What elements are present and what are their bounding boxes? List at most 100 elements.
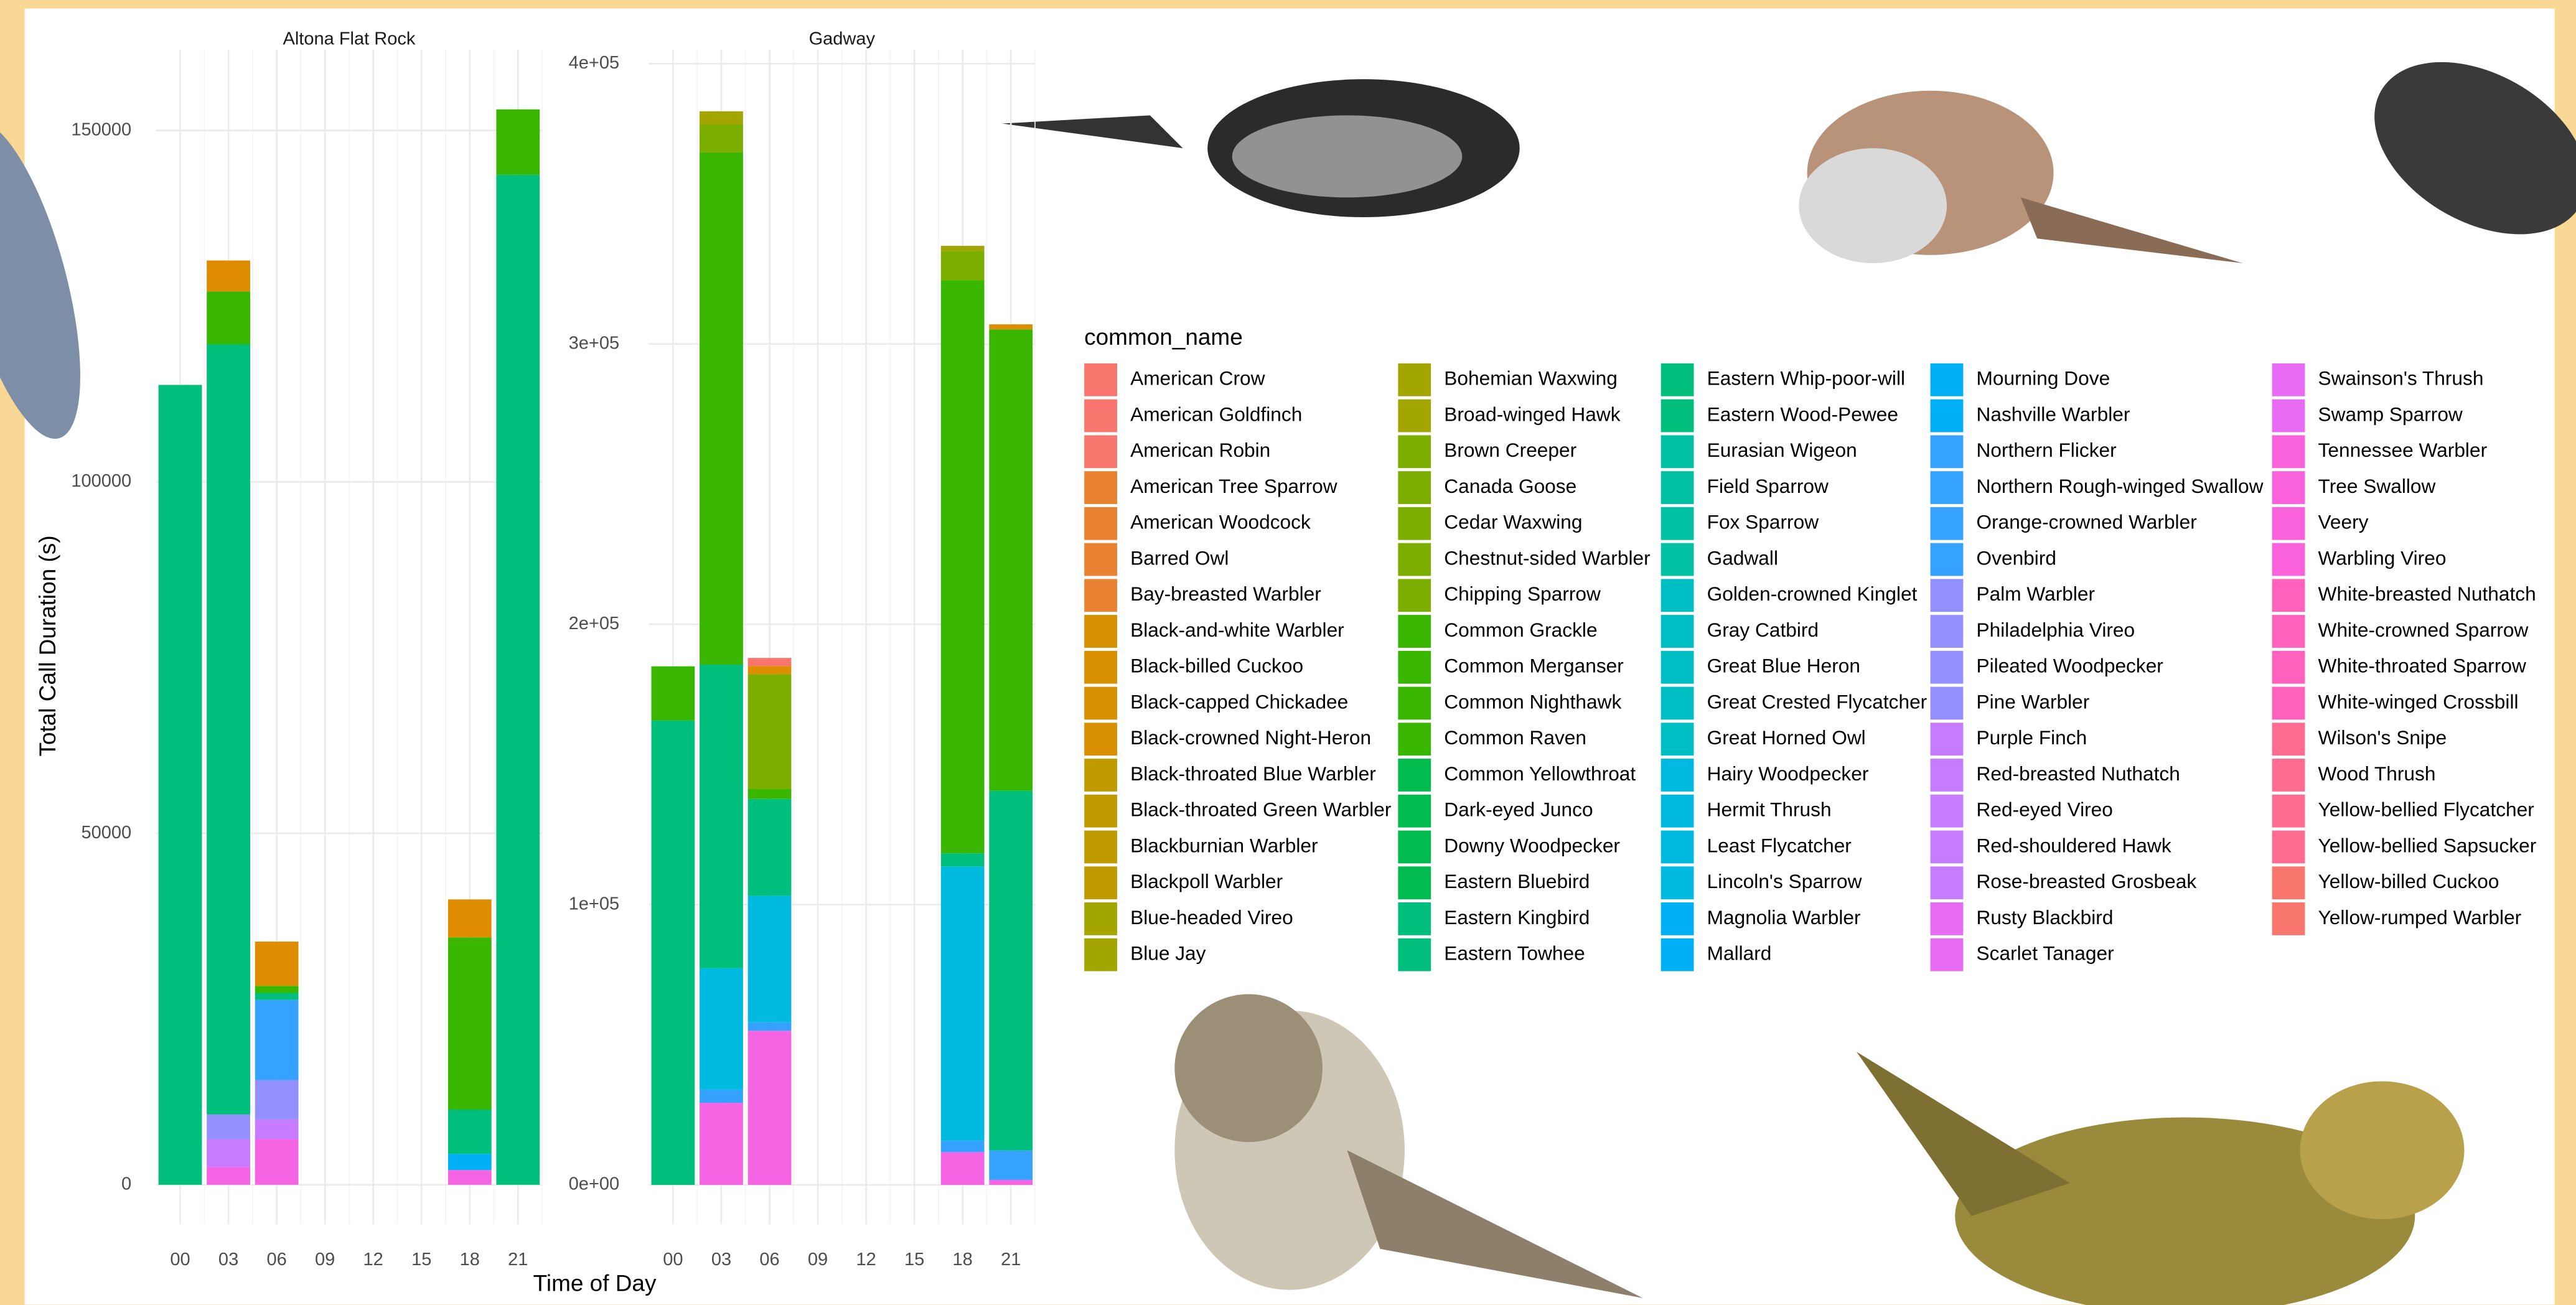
legend-label: American Robin <box>1130 439 1270 461</box>
legend-key <box>1398 902 1431 935</box>
legend-key <box>1661 471 1694 504</box>
bird <box>1174 994 1323 1143</box>
legend-label: Wood Thrush <box>2318 762 2436 785</box>
legend-label: Golden-crowned Kinglet <box>1707 582 1918 605</box>
legend-key <box>1661 543 1694 576</box>
legend-label: Blue-headed Vireo <box>1130 906 1293 928</box>
bar-segment <box>941 251 985 280</box>
legend-key <box>1931 831 1964 864</box>
legend-label: Black-crowned Night-Heron <box>1130 726 1371 749</box>
legend-key <box>1084 543 1117 576</box>
legend-label: Yellow-billed Cuckoo <box>2318 870 2499 892</box>
legend-key <box>1398 400 1431 433</box>
legend-key <box>2272 866 2305 899</box>
legend-key <box>1661 687 1694 720</box>
legend-label: Canada Goose <box>1444 475 1576 497</box>
legend-key <box>2272 759 2305 792</box>
legend-label: Chipping Sparrow <box>1444 582 1601 605</box>
bar-segment <box>700 111 743 124</box>
legend-label: Hermit Thrush <box>1707 798 1832 821</box>
y-tick-label: 2e+05 <box>569 614 620 634</box>
legend-label: Blue Jay <box>1130 942 1206 965</box>
legend-label: American Crow <box>1130 367 1265 390</box>
legend-key <box>1084 866 1117 899</box>
legend-key <box>1084 400 1117 433</box>
bar-segment <box>989 329 1033 790</box>
legend-key <box>1931 615 1964 648</box>
legend-key <box>2272 687 2305 720</box>
x-tick-label: 15 <box>411 1250 431 1270</box>
legend-key <box>1398 471 1431 504</box>
legend-label: White-throated Sparrow <box>2318 655 2526 677</box>
legend-key <box>2272 579 2305 612</box>
legend-key <box>2272 795 2305 828</box>
bar-segment <box>941 853 985 866</box>
legend-key <box>1661 435 1694 468</box>
legend-label: Eastern Towhee <box>1444 942 1585 965</box>
legend-label: Broad-winged Hawk <box>1444 403 1620 425</box>
legend-label: Northern Flicker <box>1977 439 2117 461</box>
legend-key <box>1931 759 1964 792</box>
bar-segment <box>941 1152 985 1185</box>
y-tick-label: 100000 <box>71 471 131 491</box>
legend-label: Eastern Kingbird <box>1444 906 1590 928</box>
legend-key <box>1398 938 1431 971</box>
legend-key <box>1084 795 1117 828</box>
y-tick-label: 1e+05 <box>569 894 620 914</box>
bar-segment <box>207 291 250 344</box>
legend-key <box>1661 902 1694 935</box>
legend-key <box>2272 507 2305 540</box>
bird <box>1232 115 1463 197</box>
legend-key <box>1398 831 1431 864</box>
legend-label: Yellow-rumped Warbler <box>2318 906 2522 928</box>
y-tick-label: 0e+00 <box>569 1174 620 1194</box>
x-tick-label: 03 <box>711 1250 731 1270</box>
legend-key <box>1398 759 1431 792</box>
legend-key <box>2272 723 2305 755</box>
legend-label: Downy Woodpecker <box>1444 834 1620 856</box>
legend-label: White-crowned Sparrow <box>2318 619 2529 641</box>
bar-segment <box>989 1180 1033 1185</box>
legend-label: Barred Owl <box>1130 546 1229 569</box>
legend-key <box>1398 723 1431 755</box>
legend-label: Great Horned Owl <box>1707 726 1866 749</box>
bar-segment <box>748 896 792 1022</box>
y-tick-label: 0 <box>121 1174 131 1194</box>
bar-segment <box>989 1151 1033 1180</box>
legend-key <box>1661 615 1694 648</box>
legend-label: Bay-breasted Warbler <box>1130 582 1321 605</box>
legend-label: Black-capped Chickadee <box>1130 690 1348 713</box>
x-tick-label: 06 <box>266 1250 286 1270</box>
bar-segment <box>207 1139 250 1167</box>
legend-label: Common Raven <box>1444 726 1586 749</box>
legend-label: Lincoln's Sparrow <box>1707 870 1862 892</box>
bird <box>1799 148 1947 263</box>
legend-key <box>1084 579 1117 612</box>
legend-label: Common Nighthawk <box>1444 690 1621 713</box>
y-axis-label: Total Call Duration (s) <box>35 535 60 756</box>
bar-segment <box>448 937 492 1110</box>
bar-segment <box>448 1110 492 1154</box>
legend-label: Least Flycatcher <box>1707 834 1852 856</box>
bar-segment <box>652 721 695 1185</box>
bar-segment <box>159 385 202 1185</box>
legend-key <box>1084 471 1117 504</box>
legend-label: Gray Catbird <box>1707 619 1819 641</box>
bar-segment <box>448 899 492 937</box>
bar-segment <box>941 866 985 1141</box>
legend-label: Common Yellowthroat <box>1444 762 1636 785</box>
legend-key <box>1398 579 1431 612</box>
legend-key <box>2272 471 2305 504</box>
x-tick-label: 09 <box>315 1250 335 1270</box>
legend-key <box>2272 400 2305 433</box>
legend-label: Eastern Bluebird <box>1444 870 1590 892</box>
x-axis-label: Time of Day <box>533 1271 657 1296</box>
legend-key <box>1084 687 1117 720</box>
legend-key <box>1931 543 1964 576</box>
x-tick-label: 21 <box>508 1250 528 1270</box>
legend-key <box>1931 363 1964 396</box>
legend-key <box>1398 615 1431 648</box>
legend-key <box>1661 400 1694 433</box>
legend-key <box>1661 507 1694 540</box>
legend-key <box>1931 507 1964 540</box>
